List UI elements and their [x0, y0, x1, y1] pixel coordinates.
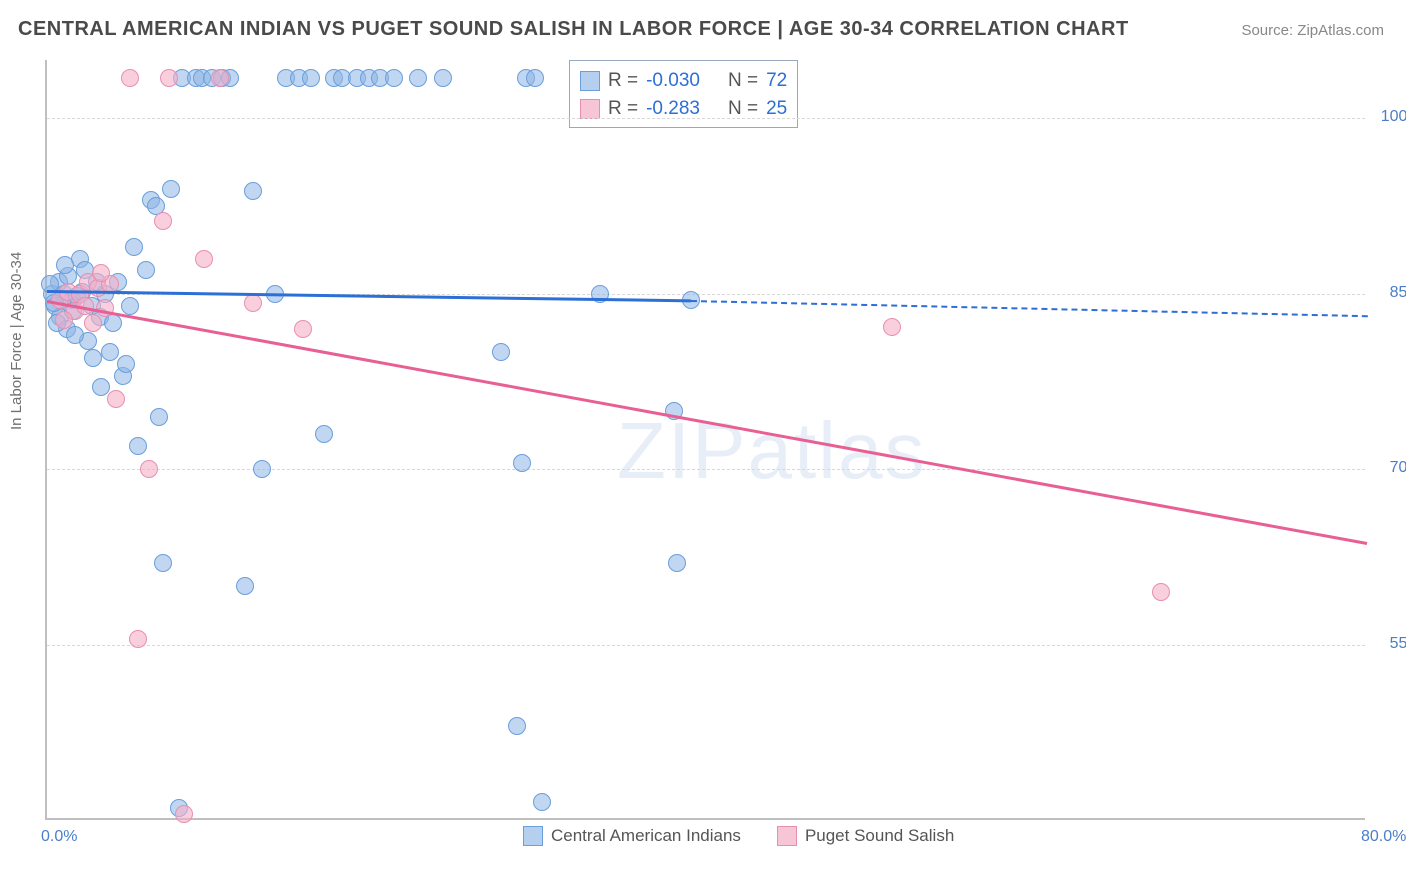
watermark: ZIPatlas [617, 405, 926, 497]
data-point [56, 256, 74, 274]
data-point [121, 297, 139, 315]
chart-container: CENTRAL AMERICAN INDIAN VS PUGET SOUND S… [0, 0, 1406, 892]
data-point [294, 320, 312, 338]
legend-label: Central American Indians [551, 826, 741, 846]
stat-label: R = [608, 67, 638, 95]
data-point [104, 314, 122, 332]
legend-label: Puget Sound Salish [805, 826, 954, 846]
data-point [150, 408, 168, 426]
data-point [154, 212, 172, 230]
data-point [236, 577, 254, 595]
y-tick-label: 55.0% [1375, 635, 1406, 653]
data-point [434, 69, 452, 87]
legend-swatch [523, 826, 543, 846]
source-attribution: Source: ZipAtlas.com [1241, 22, 1384, 39]
trend-line [690, 300, 1367, 317]
data-point [195, 250, 213, 268]
data-point [129, 630, 147, 648]
data-point [137, 261, 155, 279]
chart-legend: Central American Indians Puget Sound Sali… [523, 826, 954, 846]
data-point [1152, 583, 1170, 601]
data-point [84, 314, 102, 332]
gridline [47, 469, 1365, 470]
data-point [92, 264, 110, 282]
data-point [84, 349, 102, 367]
y-axis-label: In Labor Force | Age 30-34 [8, 252, 25, 430]
plot-area: ZIPatlas R =-0.030N =72R =-0.283N =25 Ce… [45, 60, 1365, 820]
data-point [162, 180, 180, 198]
data-point [66, 326, 84, 344]
data-point [385, 69, 403, 87]
gridline [47, 645, 1365, 646]
stat-label: N = [728, 67, 758, 95]
data-point [154, 554, 172, 572]
data-point [315, 425, 333, 443]
series-swatch [580, 99, 600, 119]
watermark-thin: atlas [747, 406, 926, 495]
data-point [117, 355, 135, 373]
data-point [175, 805, 193, 823]
data-point [211, 69, 229, 87]
y-tick-label: 100.0% [1375, 108, 1406, 126]
data-point [409, 69, 427, 87]
data-point [513, 454, 531, 472]
data-point [883, 318, 901, 336]
y-tick-label: 70.0% [1375, 459, 1406, 477]
data-point [160, 69, 178, 87]
r-value: -0.030 [646, 67, 700, 95]
data-point [244, 182, 262, 200]
gridline [47, 118, 1365, 119]
data-point [121, 69, 139, 87]
legend-swatch [777, 826, 797, 846]
data-point [55, 311, 73, 329]
series-swatch [580, 71, 600, 91]
chart-title: CENTRAL AMERICAN INDIAN VS PUGET SOUND S… [18, 18, 1129, 41]
data-point [253, 460, 271, 478]
data-point [508, 717, 526, 735]
trend-line [47, 300, 1368, 545]
data-point [302, 69, 320, 87]
data-point [526, 69, 544, 87]
legend-item: Puget Sound Salish [777, 826, 954, 846]
data-point [533, 793, 551, 811]
x-tick-label: 0.0% [41, 828, 77, 846]
data-point [125, 238, 143, 256]
data-point [140, 460, 158, 478]
y-tick-label: 85.0% [1375, 284, 1406, 302]
data-point [107, 390, 125, 408]
x-tick-label: 80.0% [1361, 828, 1406, 846]
legend-item: Central American Indians [523, 826, 741, 846]
stats-row: R = -0.030 N = 72 [580, 67, 787, 95]
data-point [668, 554, 686, 572]
data-point [129, 437, 147, 455]
data-point [101, 343, 119, 361]
data-point [492, 343, 510, 361]
n-value: 72 [766, 67, 787, 95]
data-point [244, 294, 262, 312]
